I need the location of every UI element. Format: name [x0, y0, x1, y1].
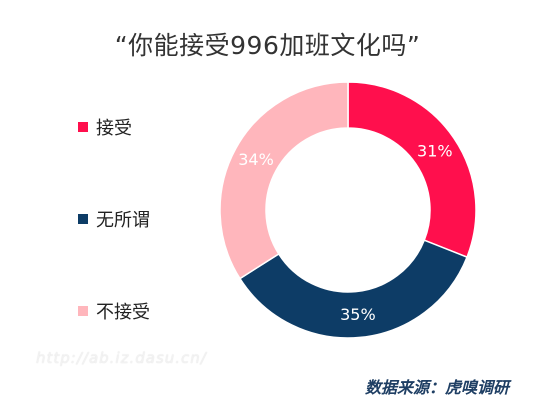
chart-title: “你能接受996加班文化吗” [114, 31, 421, 60]
donut-slice-accept [347, 81, 477, 259]
legend-swatch-indifferent [78, 214, 88, 224]
legend-swatch-reject [78, 306, 88, 316]
donut-slice-reject [219, 81, 349, 280]
legend-label-reject: 不接受 [96, 302, 150, 323]
legend-label-indifferent: 无所谓 [96, 210, 150, 231]
legend-swatch-accept [78, 122, 88, 132]
slice-label-indifferent: 35% [340, 305, 376, 324]
donut-slice-labels: 31% 35% 34% [238, 141, 452, 324]
slice-label-accept: 31% [417, 141, 453, 160]
donut-slice-indifferent [238, 239, 468, 339]
donut-slices [219, 81, 477, 339]
watermark: http://ab.iz.dasu.cn/ [36, 349, 207, 367]
legend-label-accept: 接受 [96, 118, 132, 139]
legend-item-accept: 接受 [78, 114, 132, 140]
slice-label-reject: 34% [238, 150, 274, 169]
legend-item-reject: 不接受 [78, 298, 150, 324]
source-note: 数据来源：虎嗅调研 [364, 378, 509, 397]
legend-item-indifferent: 无所谓 [78, 206, 150, 232]
